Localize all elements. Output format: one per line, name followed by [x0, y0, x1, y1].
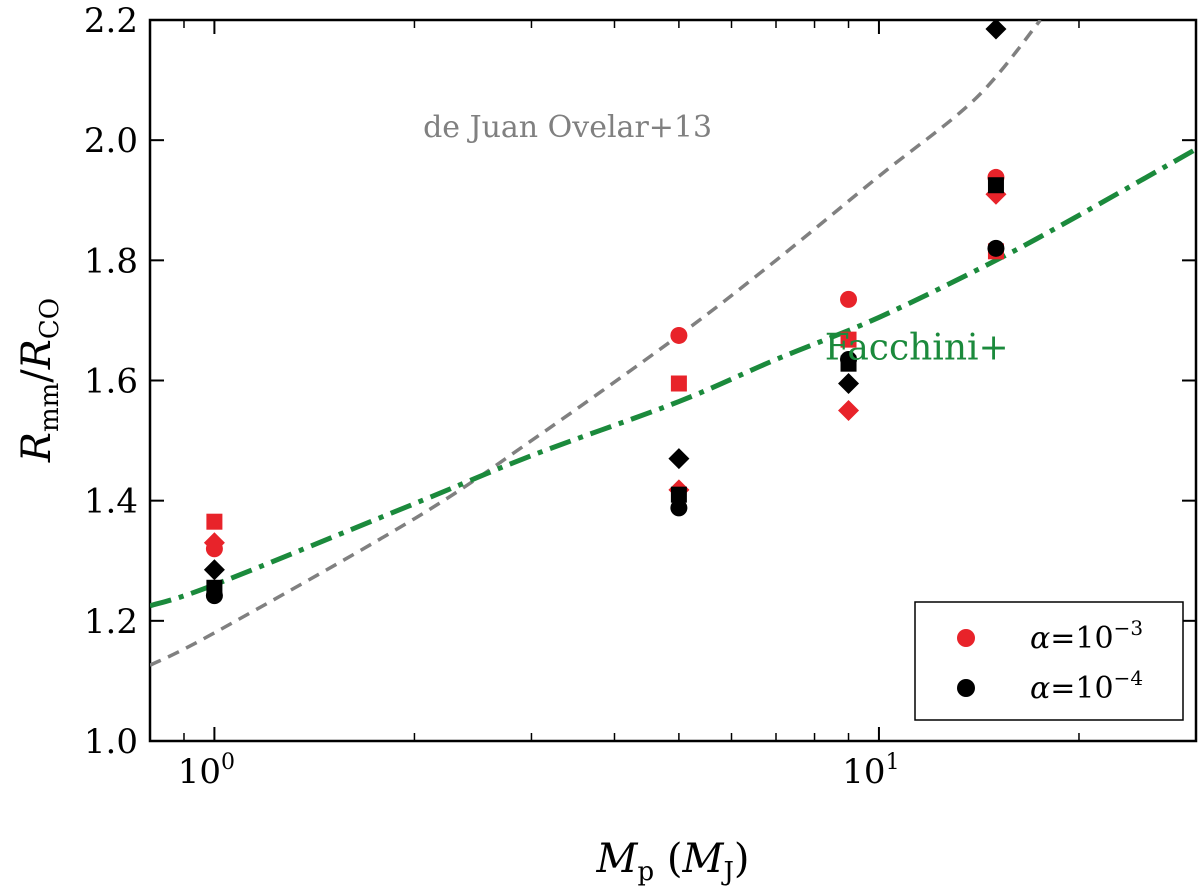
legend-marker-alpha-1e-4	[957, 679, 975, 697]
data-point-black-circle	[987, 239, 1005, 257]
data-point-black-diamond	[668, 448, 690, 470]
data-point-red-circle	[840, 290, 858, 308]
x-minor-ticks	[149, 20, 1197, 741]
x-major-ticks: 100 101	[178, 20, 900, 792]
data-point-black-circle	[670, 499, 688, 517]
data-point-red-circle	[670, 326, 688, 344]
y-tick-label: 2.0	[84, 121, 138, 161]
legend-label-alpha-1e-4: α=10−4	[1030, 666, 1143, 706]
data-point-black-diamond	[985, 20, 1007, 40]
curve-de-juan-ovelar-13	[150, 20, 1042, 667]
data-point-black-square	[670, 486, 687, 503]
data-point-red-diamond	[838, 400, 860, 422]
y-tick-label: 1.4	[84, 482, 138, 522]
y-ticks: 1.0 1.2 1.4 1.6 1.8 2.0 2.2	[84, 1, 1196, 762]
y-tick-label: 2.2	[84, 1, 138, 41]
legend: α=10−3 α=10−4	[914, 601, 1184, 721]
curve-annotations: de Juan Ovelar+13 Facchini+	[423, 110, 1009, 368]
data-points	[203, 20, 1007, 605]
fit-curves	[150, 20, 1196, 667]
x-tick-label: 101	[842, 750, 899, 792]
y-tick-label: 1.8	[84, 241, 138, 281]
y-tick-label: 1.0	[84, 722, 138, 762]
annotation-facchini: Facchini+	[825, 327, 1009, 368]
data-point-black-square	[987, 177, 1004, 194]
data-point-black-square	[206, 579, 223, 596]
legend-label-alpha-1e-3: α=10−3	[1030, 616, 1143, 656]
x-tick-label: 100	[178, 750, 235, 792]
y-tick-label: 1.2	[84, 602, 138, 642]
legend-marker-alpha-1e-3	[957, 629, 975, 647]
y-tick-label: 1.6	[84, 362, 138, 402]
data-point-black-diamond	[203, 559, 225, 581]
data-point-black-square	[840, 355, 857, 372]
data-point-red-diamond	[203, 532, 225, 554]
y-axis-label: Rmm/RCO	[14, 298, 65, 463]
x-axis-label: Mp (MJ)	[596, 836, 750, 886]
data-point-red-square	[206, 513, 223, 530]
data-point-black-diamond	[838, 373, 860, 395]
annotation-de-juan-ovelar: de Juan Ovelar+13	[423, 110, 712, 145]
data-point-red-square	[670, 375, 687, 392]
curve-facchini	[150, 147, 1196, 609]
legend-box	[914, 601, 1184, 721]
data-point-red-square	[840, 331, 857, 348]
